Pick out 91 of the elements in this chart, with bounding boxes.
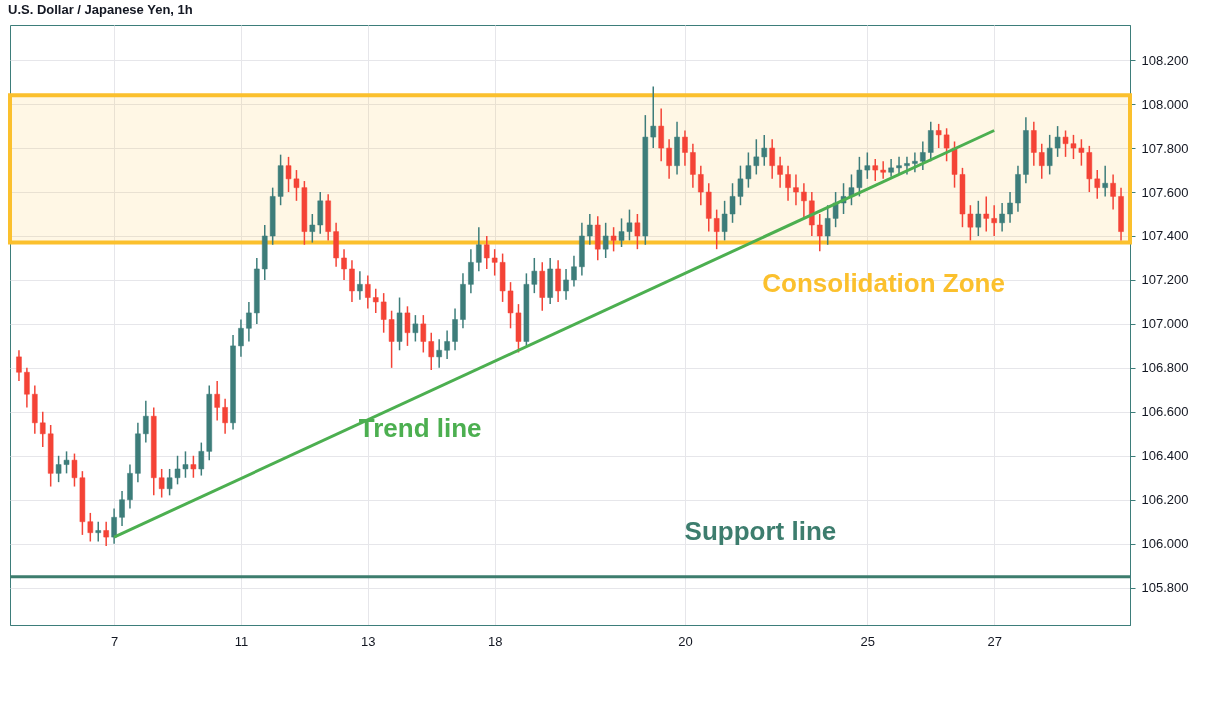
y-tick-label: 108.200 bbox=[1141, 52, 1189, 68]
x-tick-label: 27 bbox=[987, 633, 1002, 649]
candlestick bbox=[349, 259, 355, 303]
candlestick bbox=[476, 226, 482, 272]
y-tick-label: 105.800 bbox=[1141, 580, 1189, 596]
candlestick bbox=[365, 274, 371, 310]
y-tick-label: 107.400 bbox=[1141, 228, 1189, 244]
candlestick bbox=[190, 455, 197, 479]
candlestick bbox=[658, 107, 664, 163]
candlestick bbox=[666, 138, 672, 180]
candlestick bbox=[214, 380, 220, 422]
candlestick bbox=[484, 235, 490, 270]
candlestick bbox=[1039, 142, 1045, 180]
candlestick bbox=[111, 507, 117, 545]
y-tick-label: 108.000 bbox=[1141, 96, 1189, 112]
ref-line-label: Support line bbox=[684, 515, 837, 546]
candlestick bbox=[158, 468, 165, 499]
candlestick bbox=[682, 129, 688, 167]
candlestick bbox=[713, 208, 720, 250]
candlestick bbox=[610, 226, 617, 253]
y-tick-label: 106.400 bbox=[1141, 448, 1189, 464]
x-tick-label: 20 bbox=[678, 633, 693, 649]
candlestick bbox=[222, 397, 228, 435]
candlestick bbox=[420, 314, 427, 354]
candlestick bbox=[95, 520, 101, 543]
x-tick-label: 11 bbox=[234, 633, 249, 649]
candlestick bbox=[1094, 169, 1100, 200]
candlestick bbox=[436, 338, 442, 369]
y-tick-label: 107.000 bbox=[1141, 316, 1189, 332]
candlestick bbox=[880, 160, 886, 180]
candlestick bbox=[920, 140, 926, 171]
candlestick bbox=[690, 142, 696, 189]
x-tick-label: 13 bbox=[361, 633, 376, 649]
candlestick bbox=[103, 520, 109, 547]
candlestick bbox=[785, 164, 791, 202]
y-tick-label: 107.800 bbox=[1141, 140, 1189, 156]
candlestick bbox=[452, 307, 458, 352]
candlestick bbox=[991, 204, 997, 237]
y-tick-label: 107.600 bbox=[1141, 184, 1189, 200]
candlestick bbox=[341, 248, 347, 281]
candlestick bbox=[357, 270, 363, 301]
y-tick-label: 107.200 bbox=[1141, 272, 1189, 288]
y-tick-label: 106.000 bbox=[1141, 536, 1189, 552]
candlestick bbox=[912, 151, 918, 173]
candlestick bbox=[975, 200, 982, 237]
candlestick bbox=[143, 400, 149, 444]
candlestick bbox=[373, 287, 379, 314]
candlestick bbox=[1007, 191, 1013, 224]
candlestick bbox=[650, 85, 656, 149]
candlestick bbox=[198, 441, 205, 477]
candlestick bbox=[983, 195, 989, 233]
candlestick bbox=[444, 329, 450, 360]
band-label: Consolidation Zone bbox=[762, 267, 1005, 298]
candlestick bbox=[769, 138, 775, 180]
y-tick-label: 106.800 bbox=[1141, 360, 1189, 376]
series-label: Trend line bbox=[358, 413, 482, 444]
candlestick bbox=[634, 213, 641, 250]
x-tick-label: 25 bbox=[860, 633, 876, 649]
y-tick-label: 106.200 bbox=[1141, 492, 1189, 508]
candlestick bbox=[761, 134, 767, 167]
candlestick bbox=[563, 268, 569, 301]
candlestick bbox=[309, 213, 316, 244]
candlestick bbox=[428, 331, 434, 371]
candlestick bbox=[404, 305, 411, 347]
candlestick bbox=[1031, 120, 1037, 167]
candlestick bbox=[801, 182, 807, 220]
chart-title: U.S. Dollar / Japanese Yen, 1h bbox=[8, 2, 193, 17]
candlestick bbox=[602, 222, 609, 259]
candlestick bbox=[817, 213, 823, 253]
candlestick bbox=[698, 164, 704, 206]
candlestick bbox=[571, 255, 577, 288]
candlestick bbox=[999, 202, 1005, 233]
candlestick bbox=[246, 301, 252, 343]
candlestick bbox=[872, 158, 878, 182]
candlestick bbox=[412, 314, 419, 343]
candlestick bbox=[1102, 164, 1108, 198]
candlestick bbox=[16, 349, 22, 382]
candlestick bbox=[555, 259, 561, 303]
candlestick bbox=[119, 490, 125, 527]
candlestick bbox=[24, 367, 30, 409]
candlestick bbox=[777, 156, 783, 189]
candlestick bbox=[238, 318, 244, 358]
candlestick bbox=[896, 156, 902, 176]
candlestick bbox=[468, 248, 474, 294]
y-tick-label: 106.600 bbox=[1141, 404, 1189, 420]
candlestick bbox=[793, 173, 799, 206]
candlestick bbox=[1110, 173, 1116, 211]
x-tick-label: 18 bbox=[487, 633, 503, 649]
x-tick-label: 7 bbox=[110, 633, 119, 649]
candlestick bbox=[587, 213, 593, 246]
candlestick bbox=[40, 411, 46, 448]
